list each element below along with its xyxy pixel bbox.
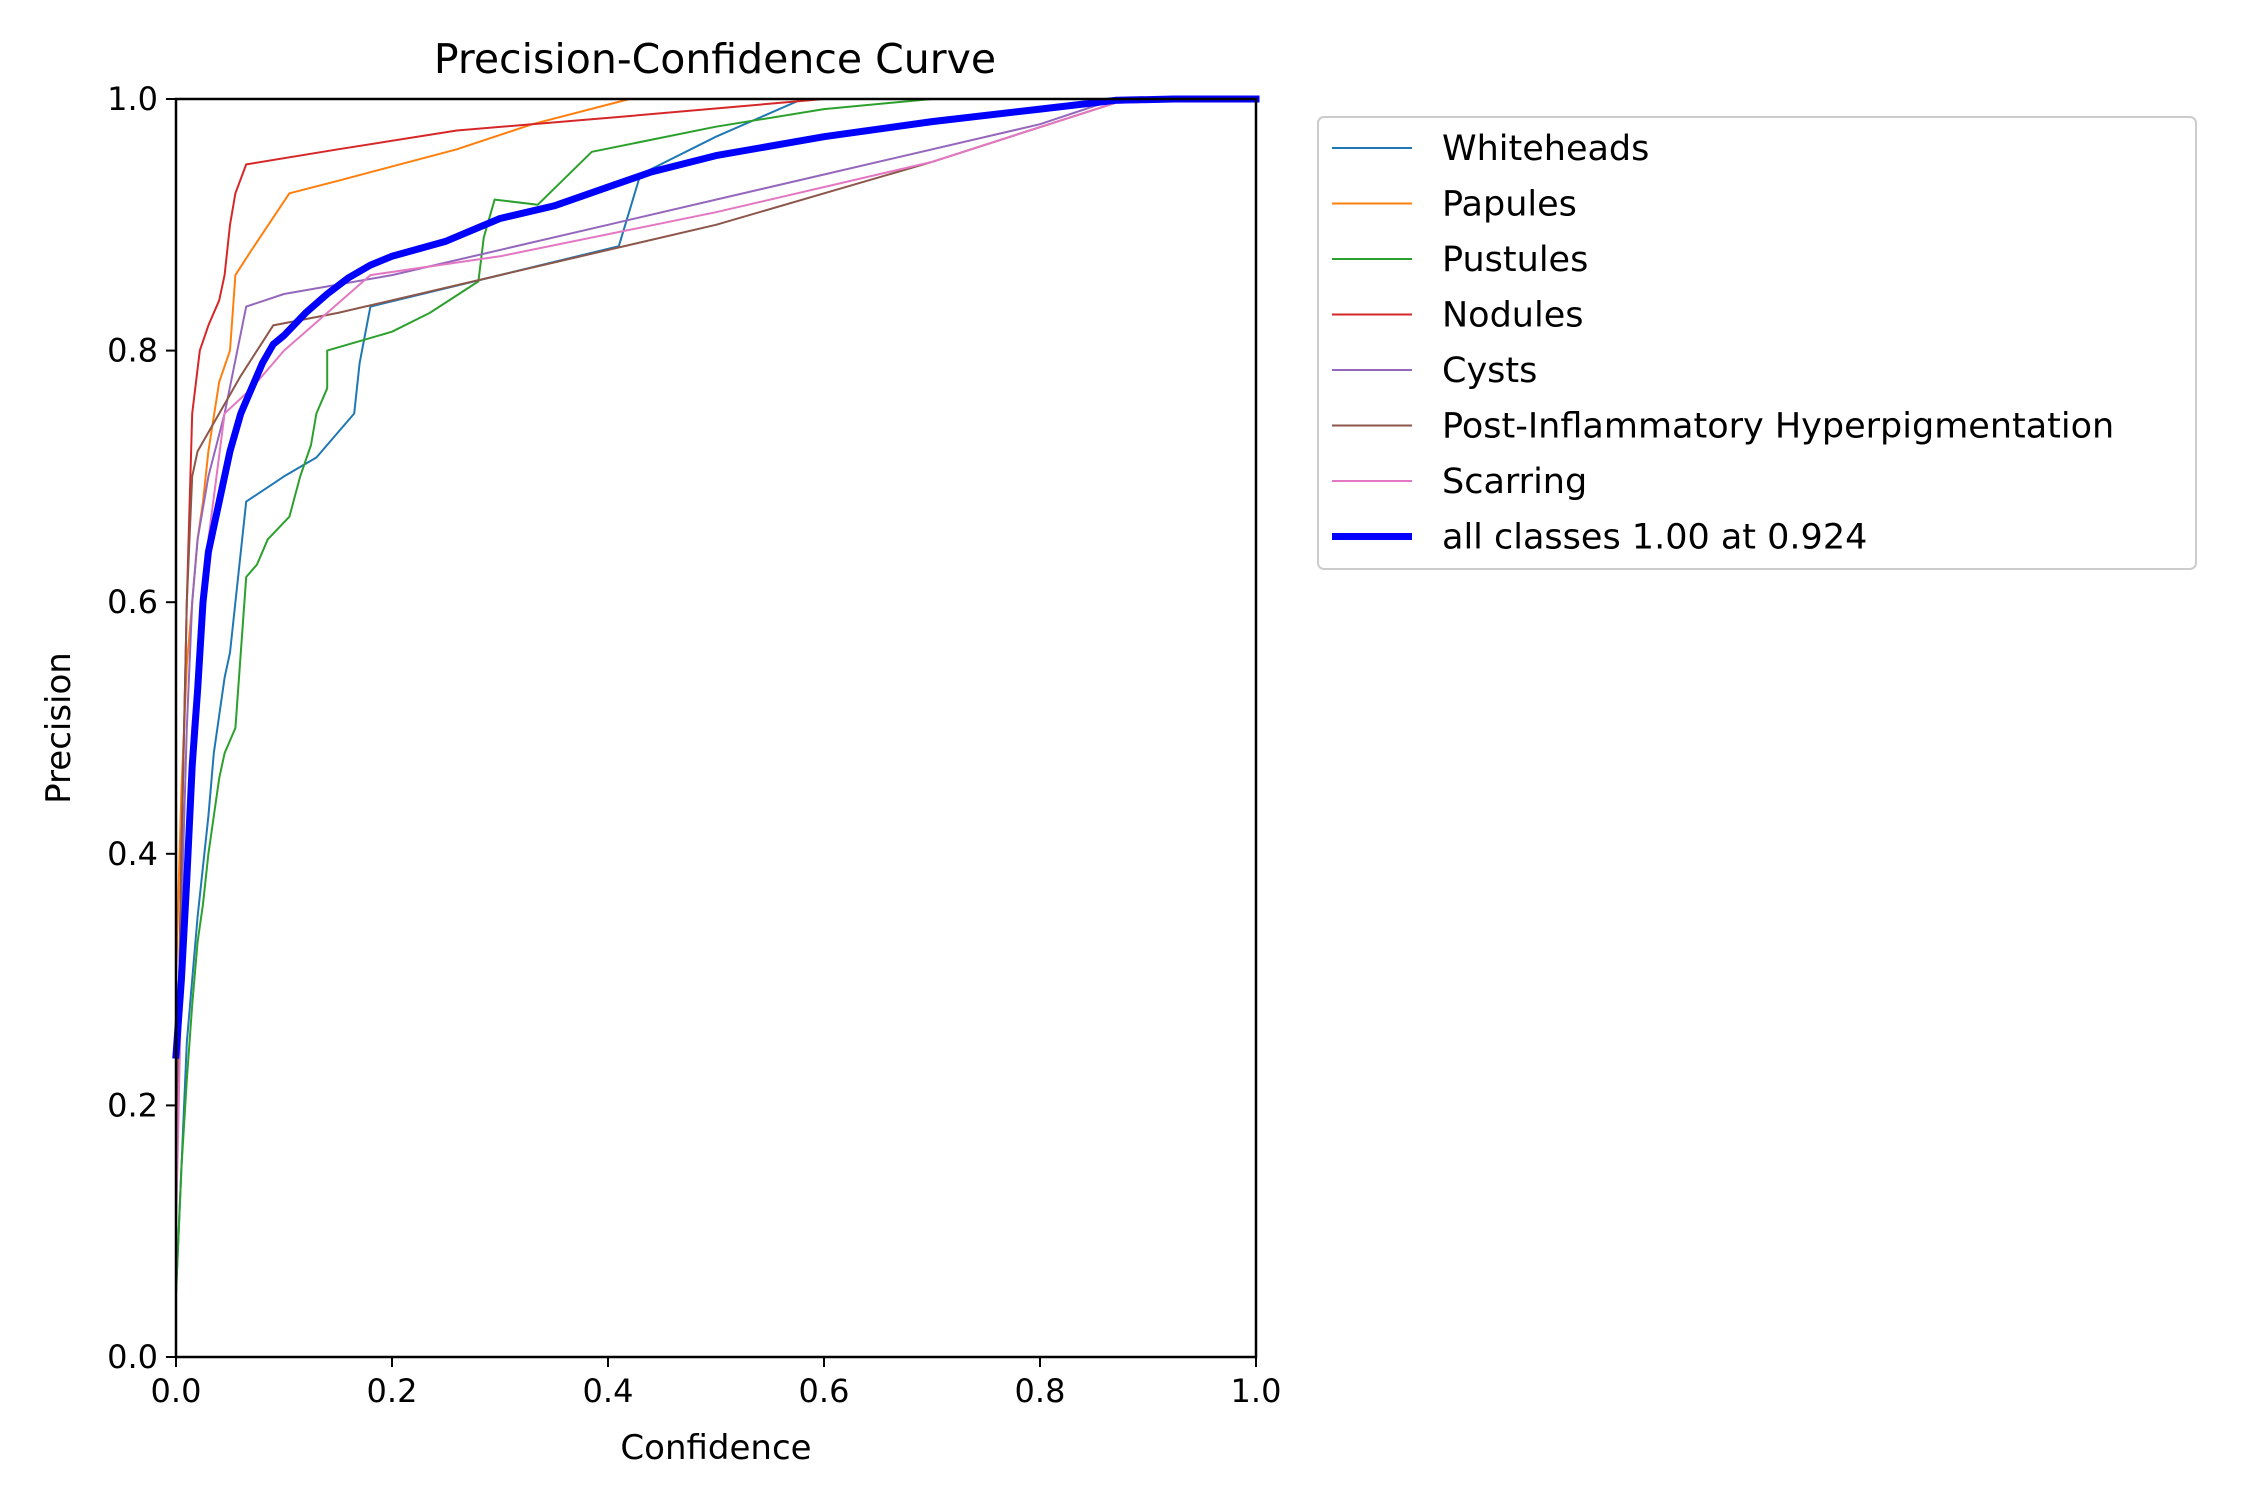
series-layer (172, 95, 1260, 1296)
x-tick-label: 0.8 (1015, 1372, 1066, 1410)
legend-label-1: Papules (1442, 185, 1577, 225)
series-line-7 (172, 95, 1260, 1059)
y-tick-label: 0.4 (107, 835, 158, 873)
legend-label-0: Whiteheads (1442, 129, 1649, 169)
legend-label-5: Post-Inflammatory Hyperpigmentation (1442, 407, 2114, 447)
chart-title: Precision-Confidence Curve (434, 35, 996, 83)
legend-label-7: all classes 1.00 at 0.924 (1442, 518, 1867, 558)
legend: Whiteheads Papules Pustules Nodules Cysts Pos… (1317, 116, 2197, 570)
legend-box (1317, 116, 2197, 570)
x-tick-label: 0.6 (799, 1372, 850, 1410)
series-line-2 (174, 98, 1257, 1296)
x-tick-label: 1.0 (1231, 1372, 1282, 1410)
legend-label-4: Cysts (1442, 351, 1537, 391)
x-axis-label: Confidence (620, 1428, 811, 1468)
series-line-3 (174, 98, 1257, 1170)
x-tick-label: 0.2 (367, 1372, 418, 1410)
y-tick-label: 0.0 (107, 1338, 158, 1376)
legend-label-2: Pustules (1442, 240, 1588, 280)
series-line-0 (174, 98, 1257, 1296)
y-axis: 0.0 0.2 0.4 0.6 0.8 1.0 (107, 80, 176, 1376)
x-axis: 0.0 0.2 0.4 0.6 0.8 1.0 (151, 1357, 1282, 1410)
y-tick-label: 0.8 (107, 332, 158, 370)
series-line-1 (174, 98, 1257, 981)
y-axis-label: Precision (39, 652, 79, 804)
series-line-6 (174, 97, 1258, 1233)
y-tick-label: 1.0 (107, 80, 158, 118)
legend-label-3: Nodules (1442, 296, 1584, 336)
series-line-4 (174, 98, 1257, 1107)
x-tick-label: 0.4 (583, 1372, 634, 1410)
plot-frame (174, 97, 1258, 1359)
x-tick-label: 0.0 (151, 1372, 202, 1410)
y-tick-label: 0.6 (107, 583, 158, 621)
y-tick-label: 0.2 (107, 1086, 158, 1124)
legend-label-6: Scarring (1442, 462, 1587, 502)
series-line-5 (174, 97, 1258, 1170)
